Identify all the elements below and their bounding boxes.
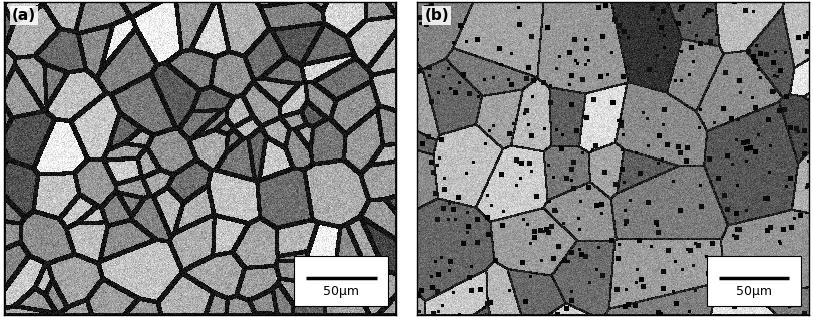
Text: 50μm: 50μm xyxy=(736,285,772,298)
Text: (b): (b) xyxy=(424,8,449,23)
Bar xyxy=(707,256,801,306)
Text: 50μm: 50μm xyxy=(324,285,359,298)
Bar xyxy=(294,256,389,306)
Text: (a): (a) xyxy=(12,8,36,23)
